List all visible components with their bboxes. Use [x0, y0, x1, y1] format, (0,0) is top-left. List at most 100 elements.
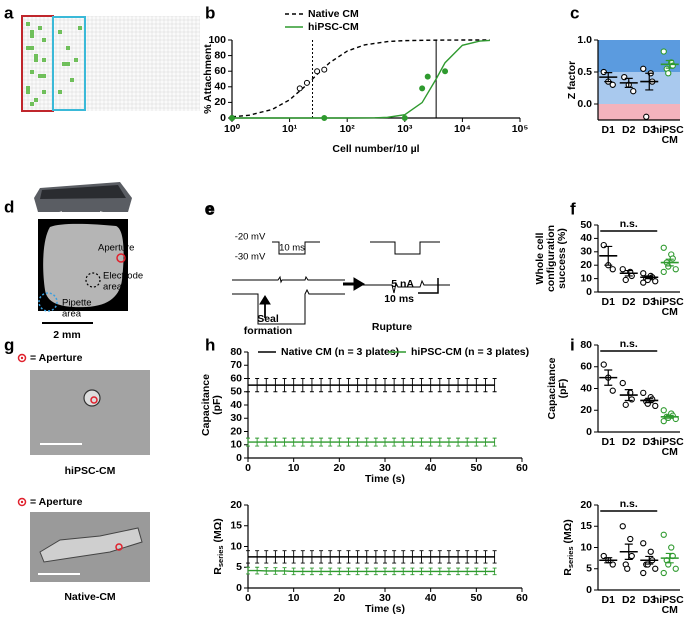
- error-bar: [255, 378, 260, 393]
- data-point: [624, 565, 631, 572]
- error-bar: [624, 269, 633, 277]
- error-bar: [410, 567, 415, 576]
- error-bar: [624, 77, 633, 88]
- error-bar: [364, 378, 369, 393]
- data-point: [640, 270, 647, 277]
- error-bar: [456, 550, 461, 564]
- plate-top: [40, 185, 126, 199]
- significance-label: n.s.: [620, 338, 638, 350]
- y-tick-label: 10: [580, 541, 592, 553]
- data-point: [600, 361, 607, 368]
- arrow-head: [353, 277, 365, 291]
- y-axis-label: Capacitance: [546, 357, 558, 419]
- data-point: [401, 115, 408, 121]
- error-bar: [264, 437, 269, 447]
- error-bar: [337, 550, 342, 564]
- error-bar: [282, 550, 287, 564]
- data-point: [628, 396, 635, 403]
- y-axis-label: (pF): [557, 379, 569, 399]
- error-bar: [446, 437, 451, 447]
- y-tick-label: 20: [214, 96, 226, 108]
- error-bar: [428, 437, 433, 447]
- panel-letter: c: [570, 3, 579, 22]
- error-bar: [665, 552, 674, 564]
- caption: Native-CM: [64, 591, 116, 603]
- error-bar: [355, 567, 360, 576]
- data-point: [672, 565, 679, 572]
- y-tick-label: 15: [230, 520, 242, 532]
- y-tick-label: 50: [580, 219, 592, 231]
- error-bar: [392, 567, 397, 576]
- error-bar: [273, 567, 278, 575]
- error-bar: [264, 378, 269, 393]
- y-tick-label: 10: [230, 439, 242, 451]
- data-point: [640, 389, 647, 396]
- data-point: [600, 68, 607, 76]
- y-tick-label: 20: [580, 499, 592, 511]
- error-bar: [465, 567, 470, 576]
- error-bar: [604, 369, 613, 386]
- y-tick-label: 0.0: [577, 98, 592, 110]
- error-bar: [291, 550, 296, 564]
- error-bar: [410, 550, 415, 564]
- error-bar: [383, 378, 387, 393]
- error-bar: [346, 550, 351, 564]
- error-bar: [483, 378, 488, 393]
- x-tick-label: hiPSC CM: [653, 124, 685, 146]
- y-tick-label: 20: [230, 499, 242, 511]
- error-bar: [373, 567, 378, 576]
- panel-a: a: [4, 3, 200, 112]
- data-point: [627, 535, 634, 543]
- panel-e: e -20 mV 10 ms -30 mV 5 nA 10 ms Seal fo…: [205, 199, 450, 337]
- y-axis-label-part: series: [566, 546, 575, 568]
- error-bar: [255, 566, 260, 575]
- error-bar: [492, 567, 497, 576]
- y-tick-label: 0: [586, 286, 592, 298]
- error-bar: [264, 567, 269, 575]
- y-axis-label-part: (MΩ): [562, 519, 574, 543]
- x-tick-label: 10¹: [282, 123, 298, 135]
- error-bar: [273, 550, 278, 564]
- zoom-lines: [37, 211, 129, 220]
- x-tick-label: hiPSC CM: [653, 296, 685, 318]
- data-point: [619, 379, 626, 387]
- y-axis-label-part: series: [216, 545, 225, 567]
- error-bar: [255, 437, 260, 447]
- y-axis-label: Rseries (MΩ): [562, 519, 575, 575]
- error-bar: [492, 550, 497, 564]
- data-point: [668, 544, 675, 551]
- error-bar: [645, 555, 654, 565]
- command-trace: [370, 241, 440, 255]
- error-bar: [474, 378, 479, 393]
- electrode-marker: [85, 272, 101, 288]
- y-tick-label: 40: [230, 399, 242, 411]
- error-bar: [255, 550, 260, 564]
- x-tick-label: D3: [643, 296, 657, 308]
- error-bar: [604, 72, 613, 83]
- error-bar: [419, 378, 424, 393]
- x-tick-label: 0: [245, 462, 251, 474]
- error-bar: [355, 378, 360, 393]
- scale-bar: [418, 278, 439, 294]
- y-tick-label: 40: [214, 81, 226, 93]
- error-bar: [273, 437, 278, 447]
- error-bar: [428, 550, 433, 564]
- band: [598, 104, 680, 120]
- command-trace: [272, 241, 320, 255]
- error-bar: [483, 567, 488, 576]
- x-tick-label: 10⁵: [512, 123, 529, 135]
- error-bar: [437, 550, 442, 564]
- y-axis-label-part: (MΩ): [212, 518, 224, 542]
- y-axis-label-part: R: [562, 568, 574, 576]
- label: Aperture: [98, 243, 134, 254]
- error-bar: [364, 550, 369, 564]
- error-bar: [309, 378, 314, 393]
- x-tick-label: 30: [379, 592, 391, 604]
- x-tick-label: 20: [333, 462, 345, 474]
- data-point: [619, 523, 626, 530]
- series-line: [232, 39, 490, 119]
- y-axis-label: Whole cell: [534, 232, 546, 284]
- panel-g: g = Aperture hiPSC-CM = Aperture Native-…: [4, 335, 150, 603]
- panel-letter: i: [570, 335, 575, 354]
- error-bar: [401, 550, 406, 564]
